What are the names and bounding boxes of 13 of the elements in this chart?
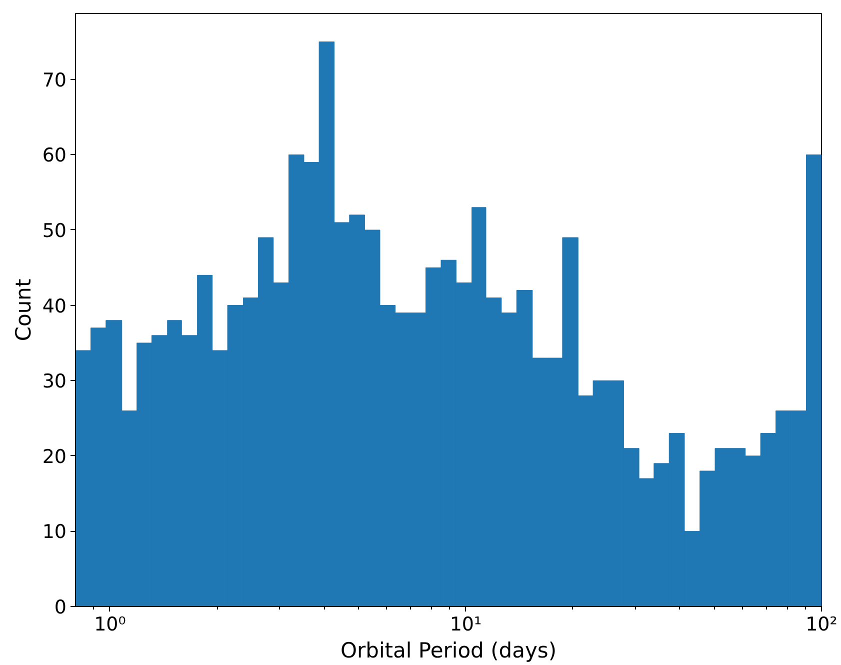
y-tick-label: 50	[42, 220, 67, 242]
x-tick-label: 10²	[806, 614, 838, 636]
y-tick-label: 0	[54, 596, 67, 618]
y-tick-label: 60	[42, 144, 67, 167]
x-tick-label: 10¹	[450, 614, 482, 636]
x-tick-label: 10⁰	[94, 614, 126, 636]
y-tick-label: 20	[42, 446, 67, 468]
y-tick-label: 10	[42, 521, 67, 544]
y-tick-label: 30	[42, 370, 67, 393]
y-tick-label: 70	[42, 69, 67, 92]
x-axis-title: Orbital Period (days)	[340, 638, 557, 662]
y-tick-label: 40	[42, 295, 67, 318]
y-axis-title: Count	[11, 278, 36, 342]
